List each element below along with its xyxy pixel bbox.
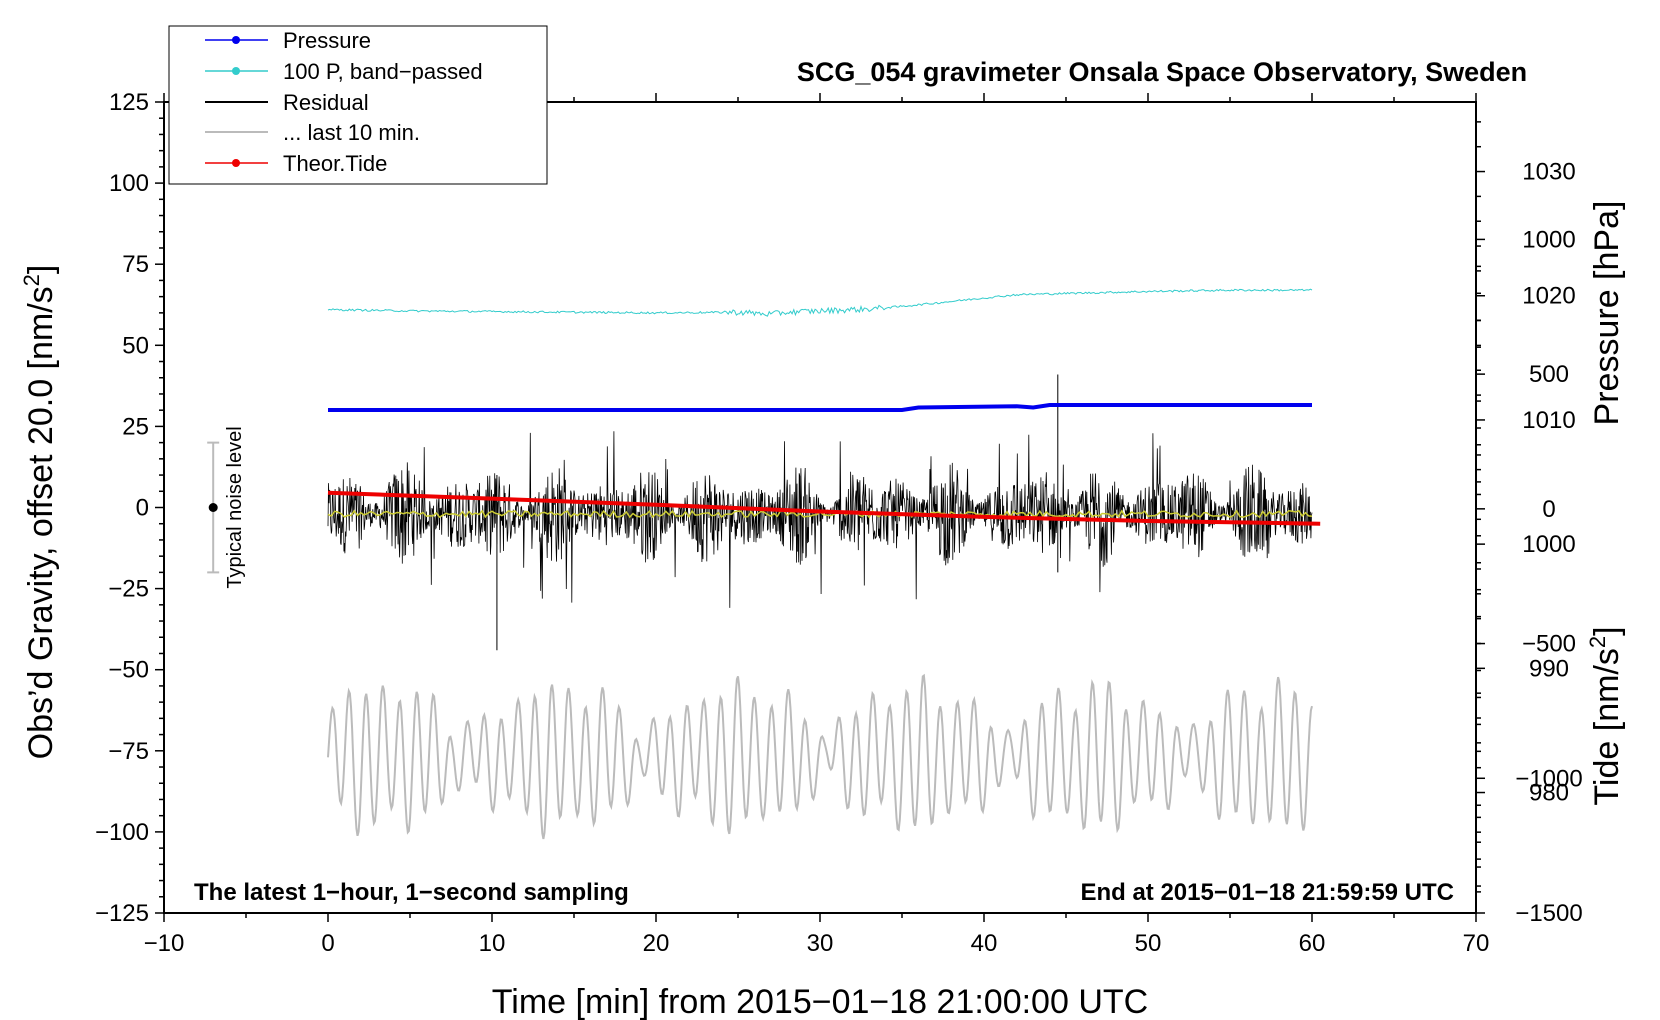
pressure-tick-label: 1030: [1522, 159, 1575, 186]
y-tick-label: 100: [109, 170, 149, 197]
annotation-left: The latest 1−hour, 1−second sampling: [194, 879, 629, 906]
y-axis-tide-title-end: ]: [1588, 626, 1626, 635]
series-layer: [327, 288, 1321, 840]
legend: Pressure 100 P, band−passed Residual ...…: [168, 25, 548, 185]
y-axis-left-title-end: ]: [22, 265, 60, 274]
y-tick-label: −50: [108, 657, 149, 684]
y-axis-tide-title-main: Tide [nm/s: [1588, 648, 1626, 805]
legend-marker-tide: [232, 159, 240, 167]
tide-line: [327, 490, 1321, 526]
y-tick-label: 75: [122, 251, 149, 278]
x-tick-label: 60: [1299, 930, 1326, 957]
x-tick-label: 30: [807, 930, 834, 957]
noise-dot: [208, 503, 218, 512]
x-tick-label: 50: [1135, 930, 1162, 957]
bandpassed-line: [327, 288, 1313, 317]
pressure-tick-label: 990: [1529, 655, 1569, 682]
x-axis-title: Time [min] from 2015−01−18 21:00:00 UTC: [492, 983, 1148, 1020]
x-tick-label: 10: [479, 930, 506, 957]
tide-tick-label: −1500: [1515, 900, 1582, 927]
y-tick-label: 0: [136, 495, 149, 522]
legend-label-last10: ... last 10 min.: [283, 120, 420, 145]
pressure-tick-label: 980: [1529, 780, 1569, 807]
y-tick-label: 50: [122, 332, 149, 359]
y-axis-tide-title-sup: 2: [1585, 636, 1610, 648]
tide-tick-label: 500: [1529, 361, 1569, 388]
legend-label-tide: Theor.Tide: [283, 151, 387, 176]
y-tick-label: −100: [95, 819, 149, 846]
y-tick-label: −75: [108, 738, 149, 765]
x-tick-label: −10: [144, 930, 185, 957]
pressure-tick-label: 1000: [1522, 531, 1575, 558]
y-tick-label: 25: [122, 413, 149, 440]
x-tick-label: 70: [1463, 930, 1490, 957]
y-axis-left-title-sup: 2: [19, 274, 44, 286]
tide-tick-label: −1000: [1515, 765, 1582, 792]
pressure-tick-label: 1010: [1522, 407, 1575, 434]
y-axis-tide-title: Tide [nm/s2]: [1585, 626, 1626, 805]
tide-tick-label: 0: [1542, 496, 1555, 523]
x-tick-label: 40: [971, 930, 998, 957]
y-tick-label: 125: [109, 89, 149, 116]
y-tick-label: −25: [108, 576, 149, 603]
last10min-line: [327, 673, 1313, 840]
annotation-right: End at 2015−01−18 21:59:59 UTC: [1080, 879, 1454, 906]
legend-marker-pressure: [232, 36, 240, 44]
legend-label-bandpass: 100 P, band−passed: [283, 59, 483, 84]
x-tick-label: 0: [321, 930, 334, 957]
ticks-layer: −10 0 10 20 30 40 50 60 70−125−100−75−50−2502550…: [95, 89, 1583, 957]
y-tick-label: −125: [95, 900, 149, 927]
legend-label-residual: Residual: [283, 90, 369, 115]
legend-label-pressure: Pressure: [283, 28, 371, 53]
tide-tick-label: −500: [1522, 631, 1576, 658]
y-axis-left-title: Obs’d Gravity, offset 20.0 [nm/s2]: [19, 265, 60, 760]
chart-title: SCG_054 gravimeter Onsala Space Observat…: [797, 57, 1527, 87]
noise-level-marker: Typical noise level: [207, 426, 246, 589]
legend-marker-bandpass: [232, 67, 240, 75]
pressure-line: [328, 403, 1312, 412]
noise-label: Typical noise level: [224, 426, 246, 588]
y-axis-left-title-main: Obs’d Gravity, offset 20.0 [nm/s: [22, 286, 60, 759]
y-axis-pressure-title: Pressure [hPa]: [1588, 201, 1626, 426]
x-tick-label: 20: [643, 930, 670, 957]
tide-tick-label: 1000: [1522, 226, 1575, 253]
legend-box: [168, 25, 548, 185]
pressure-tick-label: 1020: [1522, 283, 1575, 310]
